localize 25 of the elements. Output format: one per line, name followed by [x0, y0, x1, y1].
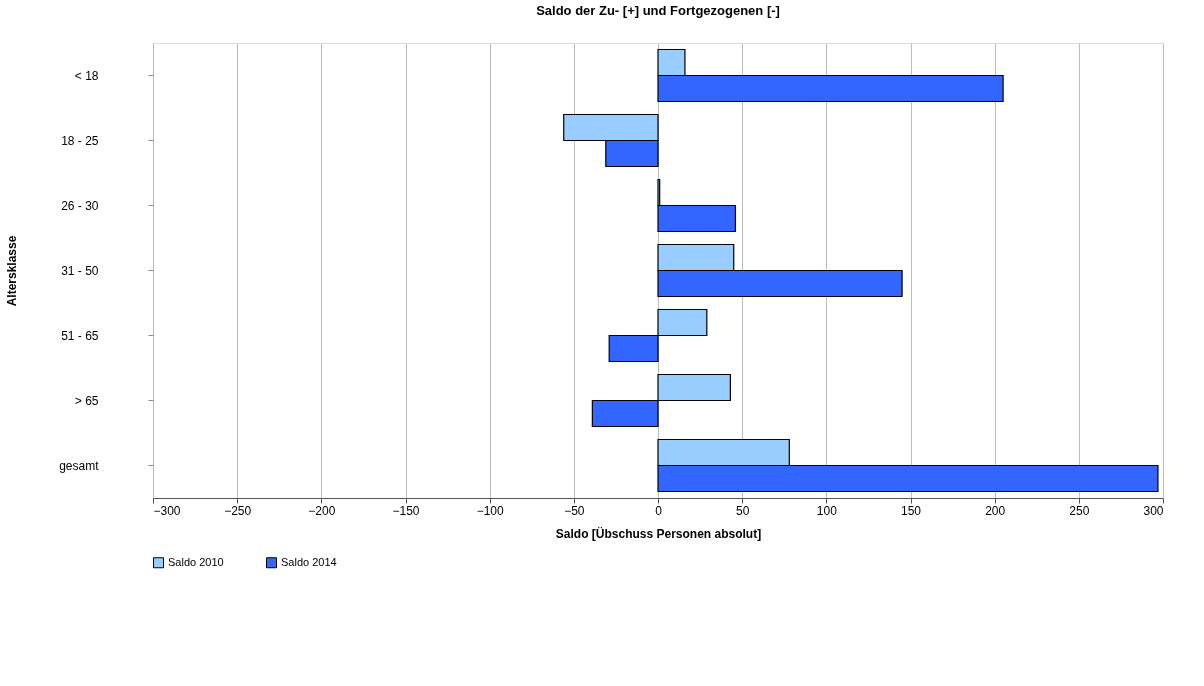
x-tick-label: 300: [1143, 503, 1164, 518]
chart-title: Saldo der Zu- [+] und Fortgezogenen [-]: [536, 3, 780, 18]
y-tick-label: 18 - 25: [61, 133, 99, 148]
y-tick-label: > 65: [74, 393, 99, 408]
y-tick-label: < 18: [74, 68, 99, 83]
y-tick-label: gesamt: [59, 458, 100, 473]
y-axis-title: Altersklasse: [5, 235, 20, 307]
legend-label: Saldo 2010: [168, 555, 224, 568]
legend-label: Saldo 2014: [281, 555, 337, 568]
x-tick-label: −300: [153, 503, 181, 518]
x-tick-label: 100: [816, 503, 838, 518]
x-tick-label: 0: [655, 503, 663, 518]
x-tick-label: 200: [985, 503, 1006, 518]
y-tick-label: 51 - 65: [61, 328, 99, 343]
y-tick-label: 31 - 50: [61, 263, 99, 278]
x-tick-label: −50: [564, 503, 585, 518]
x-tick-label: −250: [224, 503, 252, 518]
x-tick-label: 150: [900, 503, 922, 518]
x-tick-label: 250: [1069, 503, 1090, 518]
x-tick-label: −150: [392, 503, 420, 518]
x-tick-label: 50: [735, 503, 750, 518]
x-axis-title: Saldo [Übschuss Personen absolut]: [555, 525, 762, 541]
x-tick-label: −100: [476, 503, 505, 518]
y-tick-label: 26 - 30: [61, 198, 99, 213]
x-tick-label: −200: [308, 503, 336, 518]
